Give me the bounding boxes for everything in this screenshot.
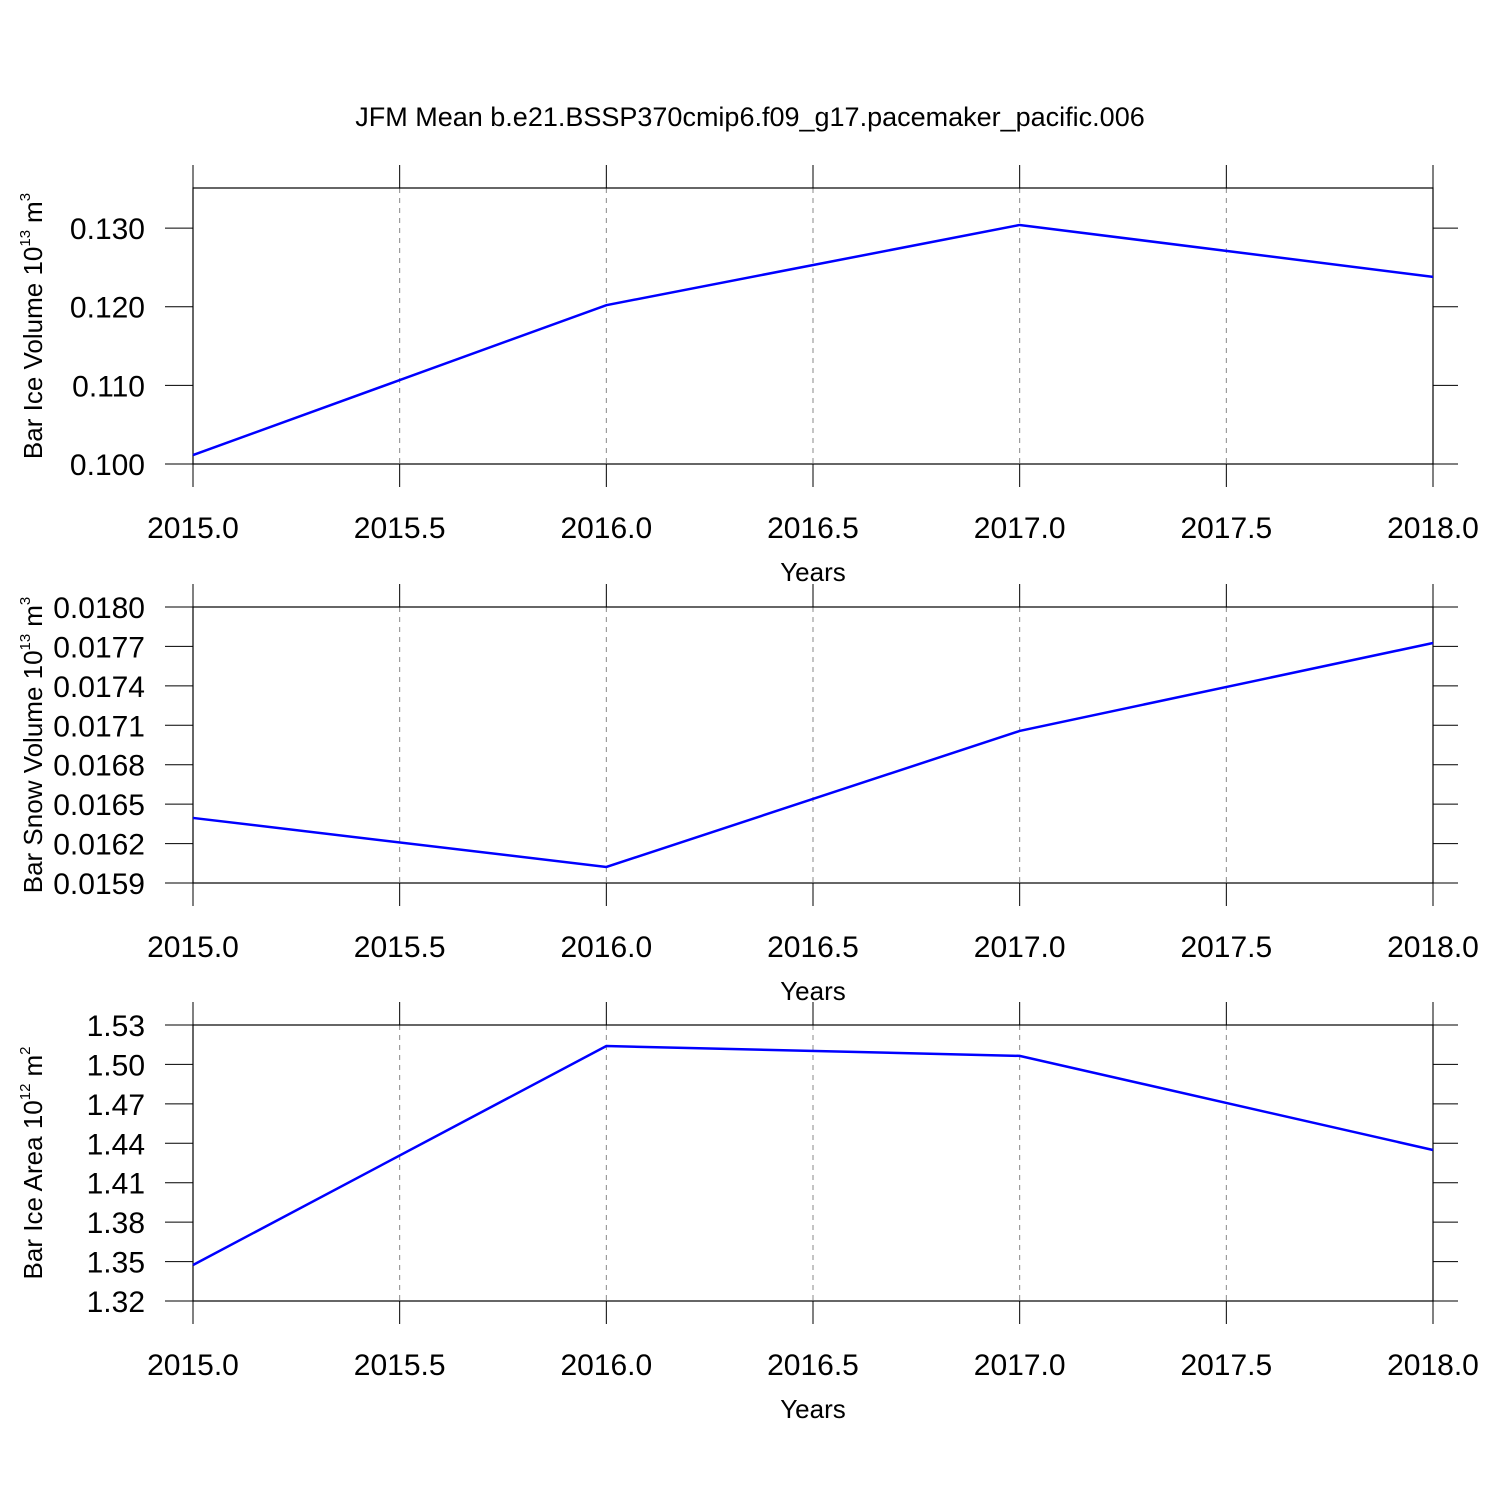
y-axis-title-part: 2	[17, 1047, 34, 1055]
x-tick-label: 2017.0	[974, 1349, 1066, 1382]
y-axis-title-part: Bar Snow Volume 10	[18, 650, 48, 893]
x-tick-label: 2016.0	[560, 1349, 652, 1382]
y-tick-label: 0.130	[70, 213, 145, 246]
y-axis-title-part: 3	[17, 193, 34, 201]
x-tick-label: 2016.0	[560, 931, 652, 964]
y-tick-label: 0.0159	[53, 868, 145, 901]
x-axis-title: Years	[780, 1394, 846, 1424]
y-axis-title-part: 13	[17, 634, 34, 651]
x-tick-label: 2017.0	[974, 931, 1066, 964]
y-tick-label: 0.0171	[53, 710, 145, 743]
data-line	[192, 1044, 1434, 1267]
y-axis-title-part: 13	[17, 230, 34, 247]
data-line	[192, 223, 1434, 457]
y-tick-label: 0.0177	[53, 631, 145, 664]
y-tick-label: 1.41	[87, 1168, 145, 1201]
y-axis-title-part: 3	[17, 597, 34, 605]
x-tick-label: 2017.0	[974, 512, 1066, 545]
y-tick-label: 0.0162	[53, 829, 145, 862]
y-tick-label: 0.0180	[53, 592, 145, 625]
y-axis-title: Bar Ice Volume 1013 m3	[17, 193, 48, 459]
y-axis-title-part: m	[18, 1055, 48, 1077]
y-tick-label: 0.110	[72, 370, 145, 403]
x-tick-label: 2015.0	[147, 931, 239, 964]
y-tick-label: 1.53	[87, 1010, 145, 1043]
y-axis-title-part: Bar Ice Area 10	[18, 1100, 48, 1279]
y-tick-label: 1.50	[87, 1049, 145, 1082]
x-tick-label: 2017.5	[1180, 931, 1272, 964]
y-axis-title-part: Bar Ice Volume 10	[18, 247, 48, 459]
x-tick-label: 2015.0	[147, 1349, 239, 1382]
y-axis-title-part: 12	[17, 1084, 34, 1101]
x-axis-title: Years	[780, 557, 846, 587]
plot-frame	[192, 606, 1434, 884]
x-tick-label: 2016.5	[767, 512, 859, 545]
y-tick-label: 1.38	[87, 1207, 145, 1240]
y-axis-title: Bar Snow Volume 1013 m3	[17, 597, 48, 894]
y-tick-label: 0.0165	[53, 789, 145, 822]
data-line	[192, 641, 1434, 869]
figure-title: JFM Mean b.e21.BSSP370cmip6.f09_g17.pace…	[355, 102, 1144, 132]
x-tick-label: 2015.5	[354, 931, 446, 964]
y-tick-label: 0.120	[70, 292, 145, 325]
x-axis-title: Years	[780, 976, 846, 1006]
y-tick-label: 0.0174	[53, 671, 145, 704]
x-tick-label: 2018.0	[1387, 931, 1479, 964]
y-tick-label: 0.100	[70, 449, 145, 482]
y-axis-title-part: m	[18, 605, 48, 627]
x-tick-label: 2017.5	[1180, 512, 1272, 545]
y-axis-title: Bar Ice Area 1012 m2	[17, 1047, 48, 1280]
x-tick-label: 2016.5	[767, 931, 859, 964]
x-tick-label: 2018.0	[1387, 512, 1479, 545]
y-tick-label: 0.0168	[53, 750, 145, 783]
y-axis-title-part: m	[18, 201, 48, 223]
x-tick-label: 2015.0	[147, 512, 239, 545]
y-tick-label: 1.44	[87, 1128, 145, 1161]
plot-frame	[192, 187, 1434, 465]
x-tick-label: 2017.5	[1180, 1349, 1272, 1382]
x-tick-label: 2015.5	[354, 1349, 446, 1382]
y-tick-label: 1.35	[87, 1247, 145, 1280]
x-tick-label: 2015.5	[354, 512, 446, 545]
y-tick-label: 1.47	[87, 1089, 145, 1122]
x-tick-label: 2016.0	[560, 512, 652, 545]
y-tick-label: 1.32	[87, 1286, 145, 1319]
x-tick-label: 2018.0	[1387, 1349, 1479, 1382]
x-tick-label: 2016.5	[767, 1349, 859, 1382]
plot-frame	[192, 1024, 1434, 1302]
